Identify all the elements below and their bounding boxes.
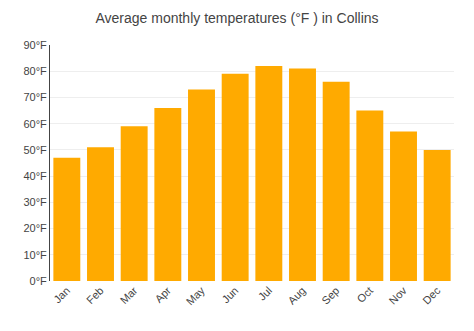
svg-text:50°F: 50°F — [23, 144, 47, 156]
svg-text:80°F: 80°F — [23, 65, 47, 77]
svg-text:Dec: Dec — [420, 284, 443, 307]
svg-text:Sep: Sep — [319, 284, 341, 306]
svg-text:Oct: Oct — [355, 284, 376, 305]
svg-text:Jan: Jan — [51, 284, 72, 305]
svg-text:Jul: Jul — [256, 284, 274, 302]
svg-text:Mar: Mar — [118, 284, 140, 306]
svg-text:Jun: Jun — [219, 284, 240, 305]
svg-text:90°F: 90°F — [23, 39, 47, 51]
svg-text:40°F: 40°F — [23, 170, 47, 182]
svg-text:Average monthly temperatures (: Average monthly temperatures (°F ) in Co… — [95, 10, 378, 26]
svg-text:Nov: Nov — [386, 284, 409, 307]
svg-text:70°F: 70°F — [23, 91, 47, 103]
svg-text:May: May — [184, 284, 208, 308]
svg-text:20°F: 20°F — [23, 222, 47, 234]
svg-text:30°F: 30°F — [23, 196, 47, 208]
svg-text:60°F: 60°F — [23, 118, 47, 130]
svg-text:10°F: 10°F — [23, 249, 47, 261]
svg-text:0°F: 0°F — [30, 275, 48, 287]
svg-text:Aug: Aug — [285, 284, 307, 306]
svg-text:Apr: Apr — [153, 284, 174, 305]
svg-text:Feb: Feb — [84, 284, 106, 306]
